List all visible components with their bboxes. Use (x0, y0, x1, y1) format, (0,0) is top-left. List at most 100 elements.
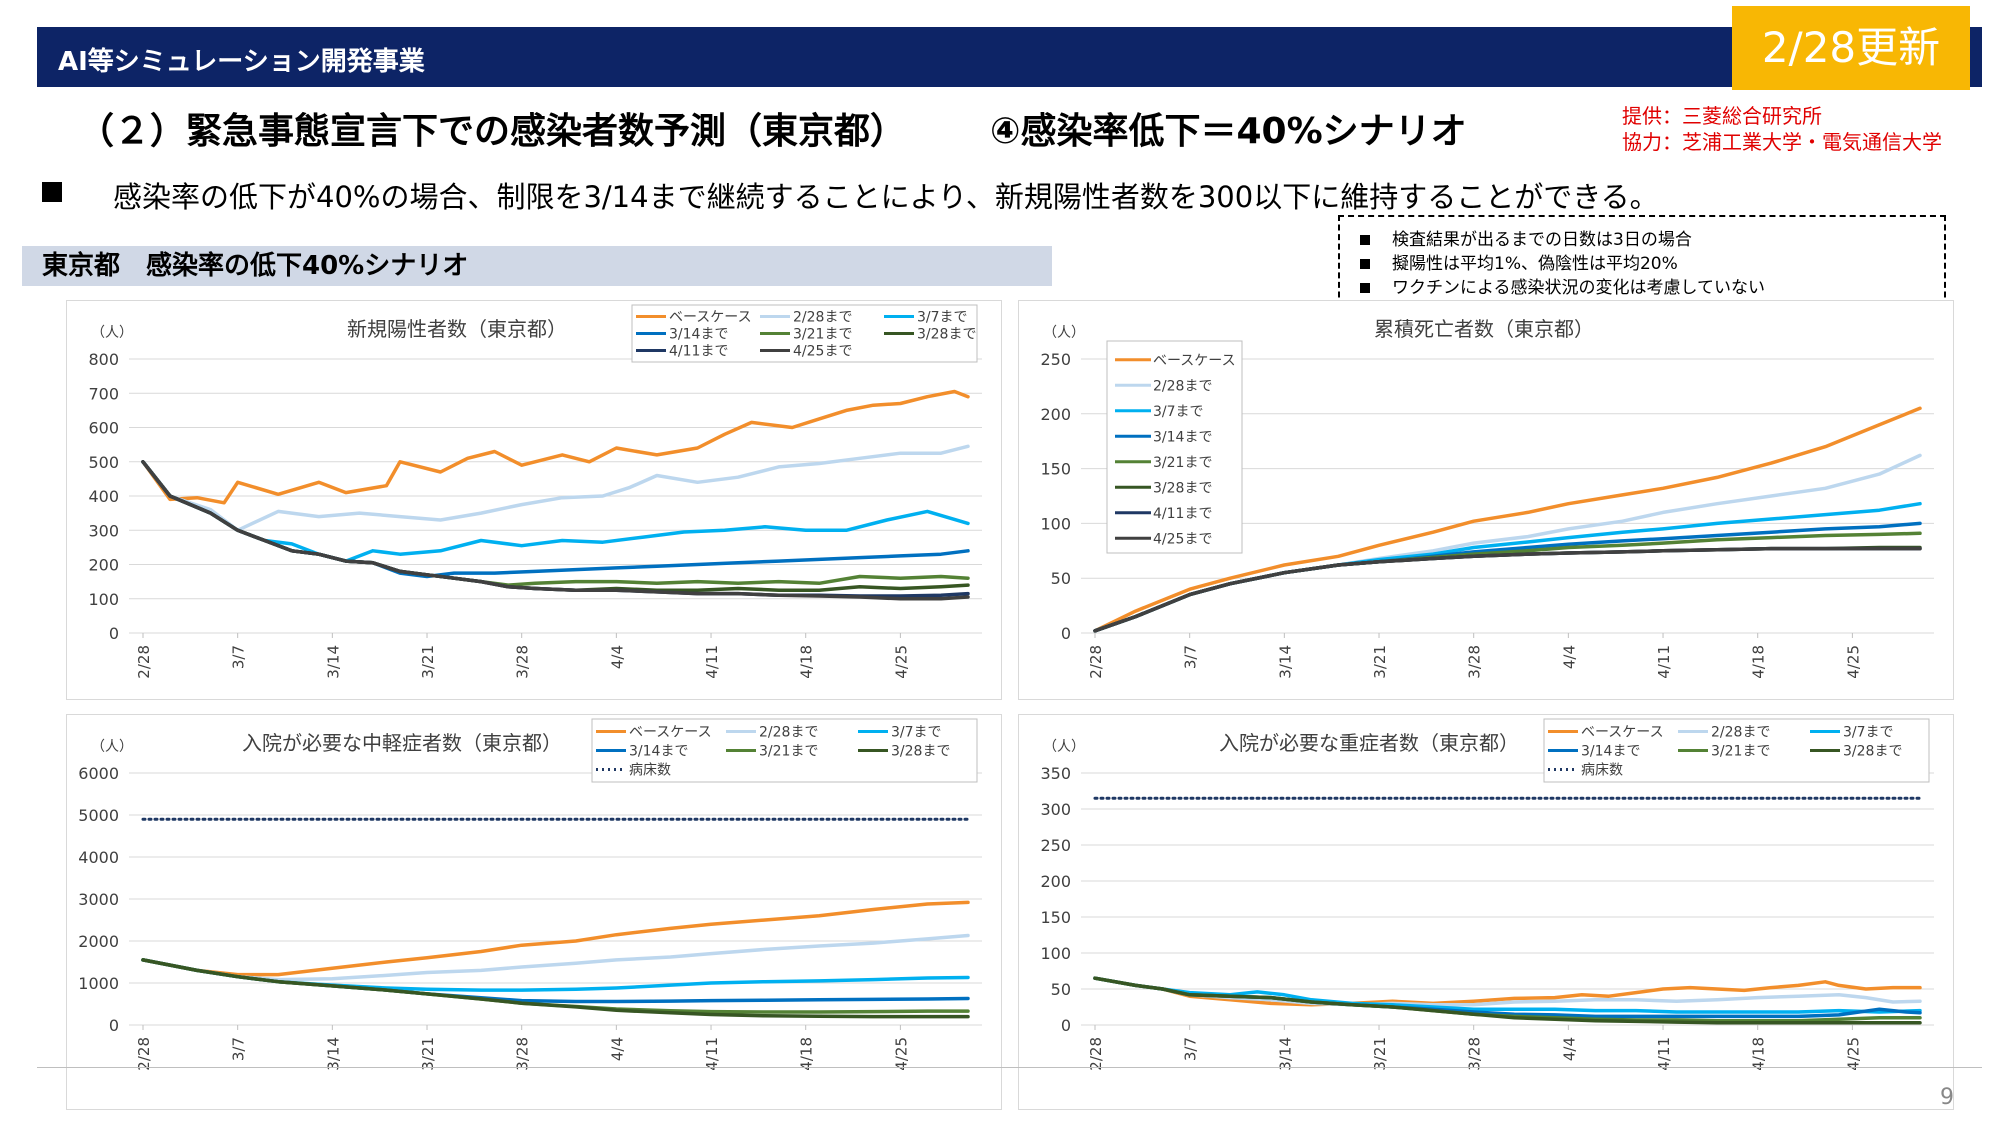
series-line (141, 444, 970, 533)
bullet-square-icon (1360, 283, 1370, 293)
x-tick-label: 4/18 (798, 645, 816, 679)
series-line (141, 389, 970, 505)
legend-label: 3/21まで (759, 744, 818, 760)
new-cases-chart-svg: 0 100 200 300 400 500 600 700 800 （人） 2/28 3/7 3/14 3… (88, 304, 982, 679)
note-item: ワクチンによる感染状況の変化は考慮していない (1360, 273, 1765, 298)
x-tick-label: 4/11 (703, 645, 721, 679)
x-tick-label: 4/11 (1655, 645, 1673, 679)
x-tick-label: 4/4 (608, 645, 626, 669)
series-line (1093, 546, 1922, 633)
chart-moderate-inpatients: 0 1000 2000 3000 4000 5000 6000 （人） 2/28 3/7 3/14 3… (66, 714, 1002, 1110)
legend-label: 3/28まで (1843, 744, 1902, 760)
footer-divider (37, 1067, 1982, 1068)
x-tick-label: 4/18 (798, 1037, 816, 1071)
legend-label: 3/28まで (891, 744, 950, 760)
legend-label: 3/14まで (669, 327, 728, 343)
legend-label: 3/7まで (891, 725, 942, 741)
x-tick-label: 3/28 (1466, 645, 1484, 679)
x-tick-label: 2/28 (1087, 645, 1105, 679)
legend-label: 2/28まで (1711, 725, 1770, 741)
legend-label: 病床数 (1581, 763, 1623, 779)
legend-label: 3/14まで (629, 744, 688, 760)
header-banner (37, 27, 1982, 87)
y-tick-label: 200 (1040, 405, 1071, 424)
legend-label: ベースケース (1153, 353, 1236, 369)
y-tick-label: 250 (1040, 350, 1071, 369)
legend-label: 3/21まで (793, 327, 852, 343)
legend-label: 3/7まで (1843, 725, 1894, 741)
y-tick-label: 100 (88, 590, 119, 609)
x-tick-label: 4/25 (1844, 1037, 1862, 1071)
legend-label: 病床数 (629, 763, 671, 779)
y-tick-label: 400 (88, 487, 119, 506)
chart-new-cases: 0 100 200 300 400 500 600 700 800 （人） 2/28 3/7 3/14 3… (66, 300, 1002, 700)
x-tick-label: 2/28 (1087, 1037, 1105, 1071)
legend-label: 2/28まで (1153, 378, 1212, 394)
chart-cumulative-deaths: 0 50 100 150 200 250 （人） 2/28 3/7 3/14 3/21 3/28 4/4… (1018, 300, 1954, 700)
y-unit-label: （人） (1043, 325, 1085, 341)
bullet-square-icon (1360, 259, 1370, 269)
x-tick-label: 3/7 (230, 645, 248, 669)
x-tick-label: 4/11 (703, 1037, 721, 1071)
legend-label: 3/28まで (917, 327, 976, 343)
x-tick-label: 3/14 (324, 645, 342, 679)
y-tick-label: 600 (88, 419, 119, 438)
y-tick-label: 0 (1061, 1016, 1071, 1035)
legend-label: 3/28まで (1153, 480, 1212, 496)
x-tick-label: 4/25 (892, 1037, 910, 1071)
series-line (141, 900, 970, 977)
legend-label: 3/21まで (1153, 455, 1212, 471)
x-tick-label: 4/18 (1750, 1037, 1768, 1071)
bullet-square-icon (42, 182, 62, 202)
x-tick-label: 4/25 (892, 645, 910, 679)
severe-inpatients-chart-svg: 0 50 100 150 200 250 300 350 （人） 2/28 3/7 3/14 3/21 3… (1040, 718, 1934, 1071)
series-line (141, 460, 970, 601)
chart-title: 累積死亡者数（東京都） (1374, 317, 1594, 341)
series-line (141, 958, 970, 1019)
legend-label: 2/28まで (759, 725, 818, 741)
y-tick-label: 0 (109, 624, 119, 643)
x-tick-label: 3/28 (514, 1037, 532, 1071)
y-tick-label: 200 (1040, 872, 1071, 891)
y-unit-label: （人） (91, 739, 133, 755)
moderate-inpatients-chart-svg: 0 1000 2000 3000 4000 5000 6000 （人） 2/28 3/7 3/14 3… (78, 718, 982, 1071)
legend-box (631, 304, 978, 363)
legend-label: 4/25まで (1153, 531, 1212, 547)
chart-title: 入院が必要な中軽症者数（東京都） (242, 731, 562, 755)
x-tick-label: 2/28 (135, 645, 153, 679)
series-line (141, 460, 970, 587)
x-tick-label: 3/14 (1276, 1037, 1294, 1071)
legend-label: 3/7まで (1153, 404, 1204, 420)
section-label: 東京都 感染率の低下40%シナリオ (22, 246, 1052, 286)
x-tick-label: 3/21 (1371, 1037, 1389, 1071)
x-tick-label: 4/4 (1560, 1037, 1578, 1061)
legend-label: ベースケース (1581, 725, 1664, 741)
x-tick-label: 3/28 (514, 645, 532, 679)
scenario-title: ④感染率低下＝40%シナリオ (990, 111, 1467, 152)
x-tick-label: 3/7 (1182, 1037, 1200, 1061)
series-line (141, 460, 970, 579)
credit-cooperation: 協力：芝浦工業大学・電気通信大学 (1622, 130, 1942, 154)
cumulative-deaths-chart-svg: 0 50 100 150 200 250 （人） 2/28 3/7 3/14 3/21 3/28 4/4… (1040, 317, 1934, 679)
x-tick-label: 2/28 (135, 1037, 153, 1071)
y-tick-label: 800 (88, 350, 119, 369)
credit-provider: 提供：三菱総合研究所 (1622, 104, 1822, 128)
note-item: 擬陽性は平均1%、偽陰性は平均20% (1360, 249, 1678, 274)
y-tick-label: 0 (109, 1016, 119, 1035)
x-tick-label: 4/4 (1560, 645, 1578, 669)
update-badge: 2/28更新 (1732, 6, 1970, 90)
y-tick-label: 300 (1040, 800, 1071, 819)
chart-title: 入院が必要な重症者数（東京都） (1219, 731, 1519, 755)
legend-label: 3/14まで (1581, 744, 1640, 760)
assumption-notes: 検査結果が出るまでの日数は3日の場合 擬陽性は平均1%、偽陰性は平均20% ワク… (1338, 215, 1946, 307)
legend-label: 3/7まで (917, 310, 968, 326)
legend-box (591, 718, 978, 783)
y-tick-label: 100 (1040, 944, 1071, 963)
legend-box (1543, 718, 1930, 783)
summary-text: 感染率の低下が40%の場合、制限を3/14まで継続することにより、新規陽性者数を… (113, 180, 1659, 214)
y-unit-label: （人） (1043, 739, 1085, 755)
legend-label: 4/11まで (1153, 506, 1212, 522)
page-title: （２）緊急事態宣言下での感染者数予測（東京都） (78, 111, 907, 152)
x-tick-label: 4/4 (608, 1037, 626, 1061)
y-tick-label: 4000 (78, 848, 119, 867)
